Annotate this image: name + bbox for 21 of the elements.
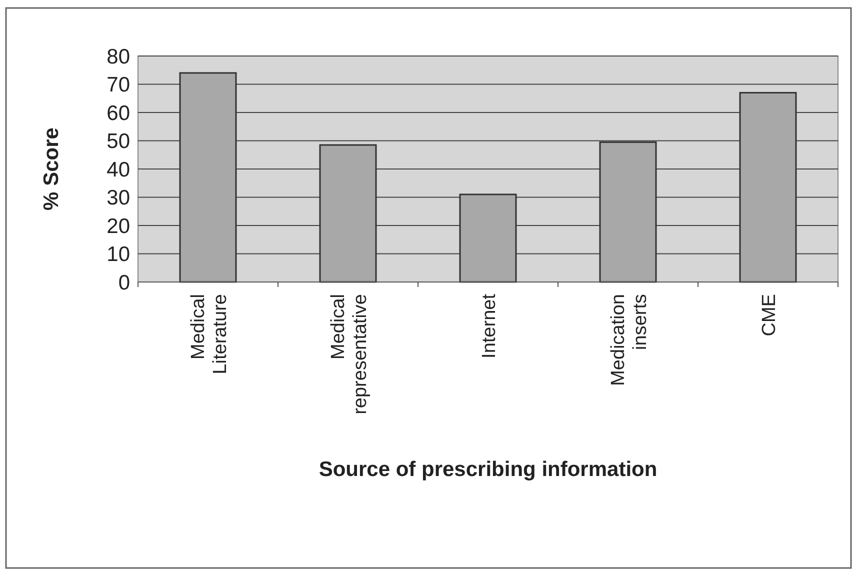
y-tick-label: 40 bbox=[106, 158, 130, 182]
y-tick-label: 0 bbox=[118, 271, 130, 294]
bar bbox=[459, 194, 517, 283]
x-tick-label: CME bbox=[759, 294, 780, 336]
bar bbox=[319, 144, 377, 283]
x-tick-label: Medication inserts bbox=[608, 294, 651, 386]
y-axis-title: % Score bbox=[40, 128, 63, 210]
x-tick-label: Medical Literature bbox=[188, 294, 231, 374]
y-tick-label: 80 bbox=[106, 45, 130, 68]
y-tick-label: 50 bbox=[106, 130, 130, 154]
bar bbox=[179, 72, 237, 283]
bar bbox=[739, 92, 797, 283]
x-tick-label: Medical representative bbox=[328, 294, 371, 414]
x-tick-label: Internet bbox=[479, 293, 500, 358]
bar bbox=[599, 141, 657, 283]
y-tick-label: 10 bbox=[106, 243, 130, 266]
y-tick-label: 60 bbox=[106, 102, 130, 125]
y-tick-label: 30 bbox=[106, 186, 130, 210]
y-tick-label: 20 bbox=[106, 214, 130, 238]
y-tick-label: 70 bbox=[106, 74, 130, 97]
x-axis-title: Source of prescribing information bbox=[318, 458, 658, 481]
